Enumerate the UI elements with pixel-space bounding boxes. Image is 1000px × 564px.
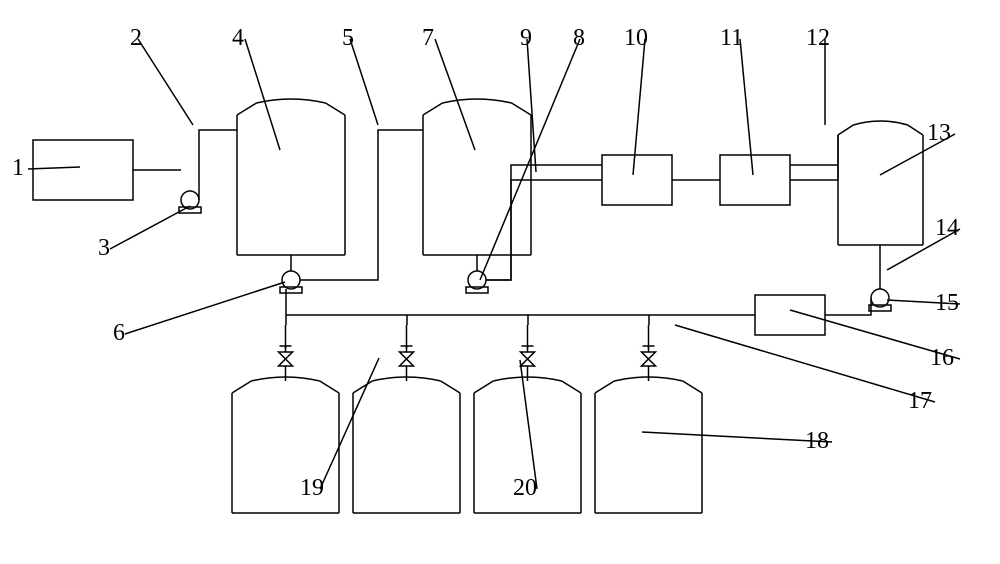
label-n9: 9 bbox=[520, 25, 532, 51]
tank-t4-shL bbox=[237, 103, 256, 115]
box10 bbox=[602, 155, 672, 205]
btank-b4-shL bbox=[595, 381, 614, 393]
tank-t4-shR bbox=[326, 103, 345, 115]
leader-n13 bbox=[880, 134, 955, 175]
box11 bbox=[720, 155, 790, 205]
box16 bbox=[755, 295, 825, 335]
btank-b3-shR bbox=[562, 381, 581, 393]
leader-n7 bbox=[435, 39, 475, 150]
leader-n4 bbox=[245, 39, 280, 150]
leader-n3 bbox=[110, 206, 190, 249]
leader-n6 bbox=[125, 282, 285, 334]
label-n8: 8 bbox=[573, 25, 585, 51]
leader-n19 bbox=[320, 358, 379, 489]
btank-b2-shL bbox=[353, 381, 372, 393]
tank-t13-shR bbox=[908, 125, 923, 135]
label-n1: 1 bbox=[12, 155, 24, 181]
label-n7: 7 bbox=[422, 25, 434, 51]
valve-b3-bowtie bbox=[521, 352, 535, 366]
pump-p8-base bbox=[466, 287, 488, 293]
tank-t13-shL bbox=[838, 125, 853, 135]
pipe-1 bbox=[199, 130, 237, 200]
btank-b4-shR bbox=[683, 381, 702, 393]
pipe-8 bbox=[790, 135, 838, 180]
tank-t7-shL bbox=[423, 103, 442, 115]
label-n2: 2 bbox=[130, 25, 142, 51]
label-n4: 4 bbox=[232, 25, 244, 51]
label-n20: 20 bbox=[513, 475, 537, 501]
pipe-11 bbox=[825, 298, 871, 315]
pipe-3 bbox=[300, 130, 423, 280]
tank-t13-dome bbox=[853, 121, 907, 125]
box1 bbox=[33, 140, 133, 200]
valve-b1-bowtie bbox=[279, 352, 293, 366]
btank-b1-shL bbox=[232, 381, 251, 393]
btank-b3-shL bbox=[474, 381, 493, 393]
btank-b1-shR bbox=[320, 381, 339, 393]
leader-n18 bbox=[642, 432, 832, 442]
btank-b2-shR bbox=[441, 381, 460, 393]
label-n17: 17 bbox=[908, 388, 932, 414]
leader-n1 bbox=[28, 167, 80, 169]
tank-t7-dome bbox=[442, 99, 511, 103]
label-n6: 6 bbox=[113, 320, 125, 346]
pump-p15-base bbox=[869, 305, 891, 311]
valve-b4-bowtie bbox=[642, 352, 656, 366]
pump-p6-base bbox=[280, 287, 302, 293]
leader-n20 bbox=[520, 360, 537, 489]
leader-n5 bbox=[350, 39, 378, 125]
label-n11: 11 bbox=[720, 25, 743, 51]
leader-n17 bbox=[675, 325, 935, 402]
tank-t7-shR bbox=[512, 103, 531, 115]
pipe-12 bbox=[286, 315, 755, 325]
leader-n2 bbox=[138, 39, 193, 125]
pipe-5 bbox=[486, 180, 602, 280]
label-n16: 16 bbox=[930, 345, 954, 371]
tank-t4-dome bbox=[256, 99, 325, 103]
label-n3: 3 bbox=[98, 235, 110, 261]
label-n12: 12 bbox=[806, 25, 830, 51]
valve-b2-bowtie bbox=[400, 352, 414, 366]
